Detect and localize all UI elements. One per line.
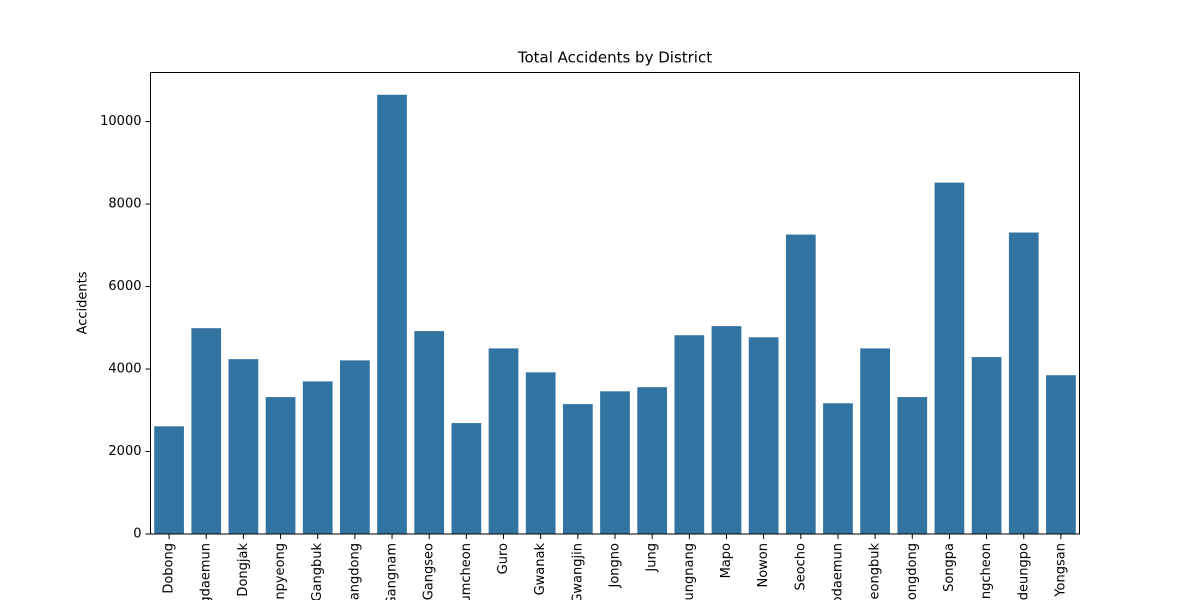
x-tick-label: Gangnam (385, 543, 400, 600)
plot-area: 0 2000 4000 6000 8000 10000 Dobong Dongdaemun Do… (100, 94, 1076, 600)
bar (154, 426, 184, 534)
x-tick-label: Gwanak (533, 543, 548, 596)
x-tick-label: Gangdong (347, 543, 362, 600)
chart-title: Total Accidents by District (517, 49, 712, 67)
bar (711, 326, 742, 534)
bar (377, 94, 407, 534)
bar (414, 331, 445, 534)
x-tick-label: Dobong (162, 543, 177, 594)
x-tick-label: Geumcheon (459, 543, 474, 600)
bar (823, 403, 853, 534)
bar (897, 397, 928, 534)
bar (600, 391, 630, 534)
y-tick-label: 6000 (108, 279, 141, 294)
x-tick-label: Seongdong (905, 543, 920, 600)
y-tick-label: 4000 (108, 362, 141, 377)
x-tick-label: Yongsan (1053, 543, 1068, 598)
axes-frame (150, 72, 1080, 535)
x-tick-label: Yangcheon (979, 543, 994, 600)
y-tick-label: 0 (133, 527, 141, 542)
bar (748, 337, 779, 534)
bar (1046, 375, 1076, 534)
bar (340, 360, 370, 534)
y-axis-label: Accidents (76, 271, 91, 334)
y-tick-label: 8000 (108, 197, 141, 212)
bar (302, 381, 333, 534)
x-tick-label: Gwangjin (570, 543, 585, 600)
bar (1008, 232, 1039, 534)
bar (637, 387, 668, 534)
x-tick-label: Seodaemun (830, 543, 845, 600)
bar (228, 359, 259, 534)
x-tick-label: Yeongdeungpo (1016, 543, 1031, 600)
bar (674, 335, 705, 534)
x-tick-label: Gangseo (422, 543, 437, 600)
bar (860, 348, 890, 534)
bar (488, 348, 519, 534)
x-tick-label: Gangbuk (310, 543, 325, 600)
x-tick-label: Dongjak (236, 543, 251, 597)
bar (525, 372, 556, 534)
y-tick-label: 2000 (108, 444, 141, 459)
x-tick-label: Seocho (793, 543, 808, 591)
bar (934, 182, 965, 534)
bar (785, 234, 816, 534)
bar (971, 357, 1002, 534)
x-tick-label: Songpa (942, 543, 957, 592)
x-tick-label: Jungnang (682, 543, 697, 600)
x-tick-label: Nowon (756, 543, 771, 588)
x-tick-label: Guro (496, 543, 511, 574)
bar (451, 423, 482, 534)
x-tick-label: Jongno (608, 543, 623, 589)
x-tick-label: Seongbuk (868, 543, 883, 600)
x-tick-label: Jung (645, 543, 660, 573)
bar (265, 397, 296, 534)
bar (562, 404, 593, 534)
bar (191, 328, 222, 534)
x-tick-label: Dongdaemun (199, 543, 214, 600)
x-tick-label: Eunpyeong (273, 543, 288, 600)
x-tick-label: Mapo (719, 543, 734, 578)
y-tick-label: 10000 (100, 114, 141, 129)
